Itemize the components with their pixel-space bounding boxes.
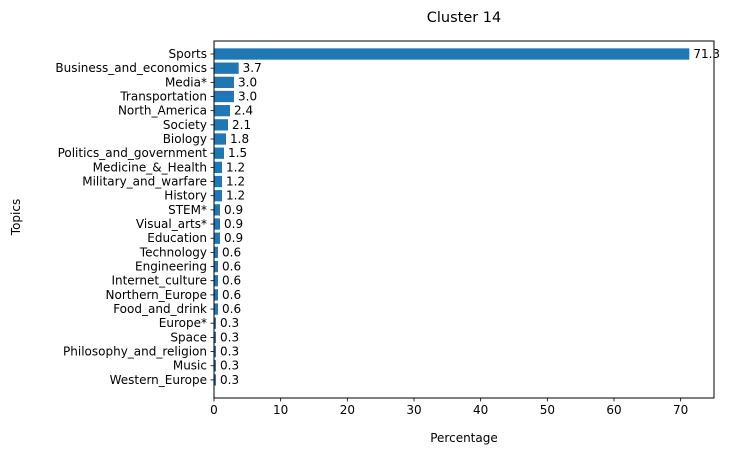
data-label: 0.6 xyxy=(222,260,241,274)
bar-7 xyxy=(214,147,224,159)
data-label: 0.9 xyxy=(224,217,243,231)
data-label: 0.3 xyxy=(220,330,239,344)
bar-20 xyxy=(214,331,216,344)
bar-13 xyxy=(214,232,220,244)
chart-title: Cluster 14 xyxy=(427,10,502,26)
data-label: 0.3 xyxy=(220,373,239,387)
y-tick-label: Food_and_drink xyxy=(113,302,207,316)
y-tick-label: Northern_Europe xyxy=(106,288,207,302)
bar-1 xyxy=(214,62,239,74)
y-tick-label: North_America xyxy=(118,104,207,118)
x-tick-label: 40 xyxy=(473,403,488,417)
x-ticks-group: 0 10 20 30 40 50 60 70 xyxy=(210,398,688,417)
data-label: 0.6 xyxy=(222,288,241,302)
y-tick-label: Education xyxy=(147,231,207,245)
y-tick-label: Medicine_&_Health xyxy=(93,160,207,174)
data-label: 1.5 xyxy=(228,146,247,160)
bar-4 xyxy=(214,105,230,117)
y-tick-label: Technology xyxy=(139,245,207,259)
data-label: 3.7 xyxy=(243,61,262,75)
data-label: 1.2 xyxy=(226,160,245,174)
data-label: 0.6 xyxy=(222,274,241,288)
bar-19 xyxy=(214,317,216,329)
bar-10 xyxy=(214,190,222,202)
data-label: 0.3 xyxy=(220,359,239,373)
data-label: 2.1 xyxy=(232,118,251,132)
plot-frame xyxy=(213,40,715,399)
y-tick-label: Business_and_economics xyxy=(55,61,207,75)
data-label: 0.9 xyxy=(224,203,243,217)
y-tick-label: STEM* xyxy=(168,203,207,217)
y-tick-label: Biology xyxy=(163,132,207,146)
data-label: 0.3 xyxy=(220,345,239,359)
y-tick-label: History xyxy=(164,189,207,203)
data-label: 0.9 xyxy=(224,231,243,245)
x-tick-label: 0 xyxy=(210,403,218,417)
data-label: 2.4 xyxy=(234,104,253,118)
data-label: 3.0 xyxy=(238,75,257,89)
bar-15 xyxy=(214,260,218,273)
bar-12 xyxy=(214,218,220,230)
y-tick-label: Europe* xyxy=(159,316,207,330)
data-label: 3.0 xyxy=(238,90,257,104)
x-tick-label: 30 xyxy=(406,403,421,417)
data-label: 1.2 xyxy=(226,189,245,203)
data-label: 1.8 xyxy=(230,132,249,146)
x-tick-label: 10 xyxy=(273,403,288,417)
y-tick-label: Military_and_warfare xyxy=(82,175,207,189)
y-tick-label: Visual_arts* xyxy=(136,217,207,231)
data-label: 0.3 xyxy=(220,316,239,330)
bar-8 xyxy=(214,161,222,174)
bar-17 xyxy=(214,289,218,301)
y-tick-label: Sports xyxy=(169,47,207,61)
y-tick-label: Politics_and_government xyxy=(58,146,208,160)
bars-group xyxy=(214,48,690,386)
y-tick-label: Media* xyxy=(165,75,207,89)
bar-18 xyxy=(214,303,218,315)
bar-14 xyxy=(214,246,218,259)
y-tick-label: Space xyxy=(170,330,207,344)
data-label: 71.3 xyxy=(693,47,720,61)
data-labels-group: 71.33.73.03.02.42.11.81.51.21.21.20.90.9… xyxy=(220,47,720,387)
y-tick-label: Engineering xyxy=(135,260,207,274)
bar-3 xyxy=(214,90,234,103)
y-tick-label: Western_Europe xyxy=(110,373,207,387)
y-ticks-group: SportsBusiness_and_economicsMedia*Transp… xyxy=(55,47,214,387)
x-tick-label: 50 xyxy=(540,403,555,417)
y-tick-label: Philosophy_and_religion xyxy=(63,345,207,359)
bar-9 xyxy=(214,175,222,188)
x-tick-label: 70 xyxy=(673,403,688,417)
bar-22 xyxy=(214,360,216,372)
x-tick-label: 60 xyxy=(606,403,621,417)
bar-2 xyxy=(214,76,234,88)
y-axis-title: Topics xyxy=(9,199,23,236)
bar-23 xyxy=(214,374,216,386)
x-axis-title: Percentage xyxy=(430,431,498,445)
bar-5 xyxy=(214,119,228,131)
data-label: 0.6 xyxy=(222,302,241,316)
bar-16 xyxy=(214,275,218,287)
bar-21 xyxy=(214,345,216,358)
y-tick-label: Transportation xyxy=(119,90,207,104)
y-tick-label: Society xyxy=(163,118,207,132)
data-label: 0.6 xyxy=(222,245,241,259)
bar-0 xyxy=(214,48,690,60)
x-tick-label: 20 xyxy=(340,403,355,417)
data-label: 1.2 xyxy=(226,175,245,189)
y-tick-label: Music xyxy=(173,359,207,373)
bar-11 xyxy=(214,204,220,216)
bar-6 xyxy=(214,133,226,145)
y-tick-label: Internet_culture xyxy=(111,274,207,288)
